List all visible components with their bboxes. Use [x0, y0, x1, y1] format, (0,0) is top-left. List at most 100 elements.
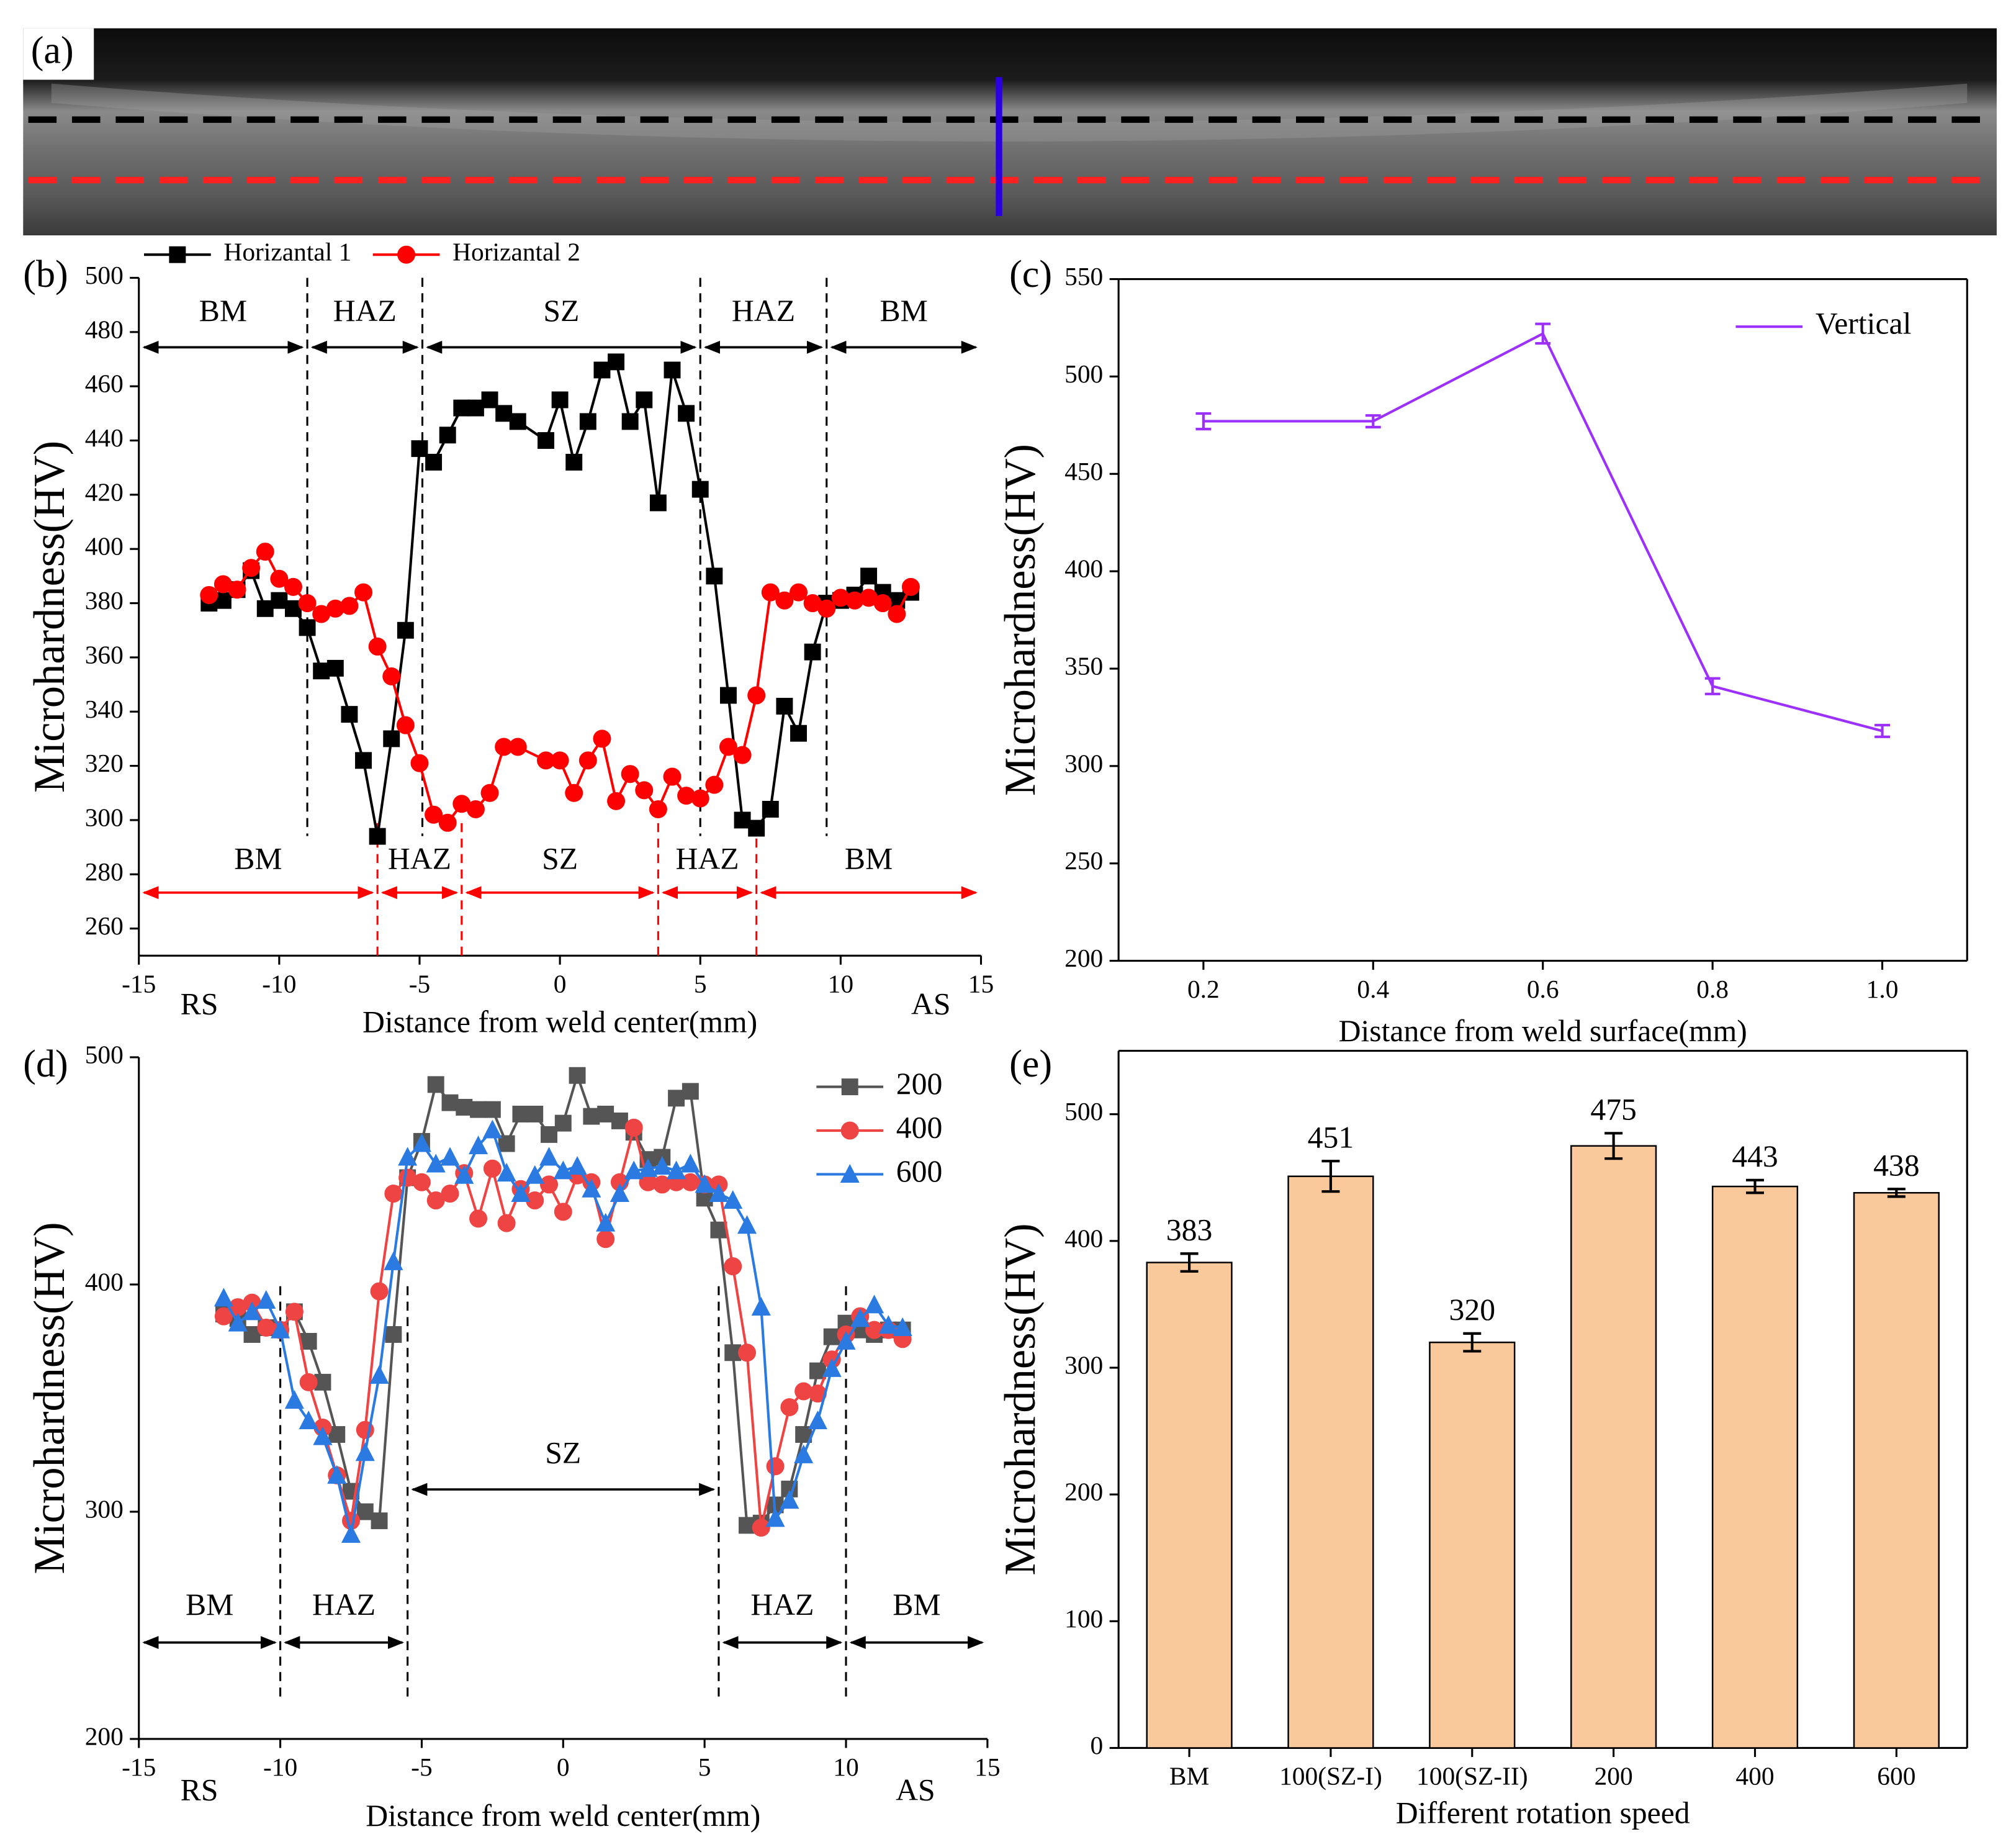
data-point [271, 1319, 290, 1339]
micrograph: (a) [23, 28, 1997, 236]
value-label: 320 [1449, 1293, 1496, 1327]
x-tick-label: 100(SZ-I) [1279, 1762, 1382, 1791]
zone-label: SZ [545, 1436, 581, 1470]
x-tick-label: BM [1169, 1762, 1209, 1791]
y-axis-title: Microhardness(HV) [996, 444, 1045, 796]
data-point [554, 1114, 572, 1132]
data-point [340, 597, 359, 615]
data-point [677, 787, 696, 805]
data-point [761, 583, 780, 602]
data-point [466, 800, 485, 818]
data-point [426, 1154, 446, 1173]
value-label: 438 [1873, 1148, 1920, 1182]
data-point [440, 1147, 460, 1166]
data-point [635, 781, 654, 800]
data-point [398, 1147, 418, 1166]
y-tick-label: 250 [1064, 846, 1103, 875]
data-point [341, 706, 358, 723]
data-point [766, 1457, 785, 1476]
data-point [214, 1288, 233, 1307]
data-point [678, 405, 695, 422]
y-tick-label: 500 [1064, 1097, 1103, 1126]
data-point [794, 1382, 813, 1401]
y-tick-label: 200 [1064, 1478, 1103, 1506]
data-point [538, 432, 554, 449]
data-point [384, 1185, 403, 1203]
zone-label: HAZ [750, 1587, 814, 1622]
label-bg [23, 28, 94, 80]
data-point [583, 1108, 600, 1125]
legend-label: 400 [896, 1110, 943, 1144]
data-point [705, 775, 724, 794]
data-point [512, 1105, 529, 1122]
side-label: AS [896, 1772, 935, 1807]
data-point [860, 567, 878, 585]
y-axis-title: Microhardness(HV) [25, 441, 74, 793]
data-point [752, 1519, 770, 1537]
data-point [836, 1330, 856, 1350]
data-point [369, 828, 386, 845]
data-point [425, 805, 443, 824]
side-label: RS [181, 1772, 218, 1807]
data-point [285, 1303, 304, 1321]
data-point [649, 494, 667, 512]
value-label: 383 [1166, 1213, 1213, 1247]
data-point [893, 1317, 912, 1336]
zone-label: BM [893, 1587, 940, 1622]
data-point [356, 1503, 374, 1520]
zone-label: HAZ [675, 841, 739, 875]
data-point [256, 1290, 276, 1309]
zone-label: SZ [542, 841, 578, 875]
data-point [780, 1490, 799, 1509]
data-point [410, 754, 429, 772]
x-tick-label: 5 [694, 970, 707, 998]
data-point [681, 1173, 700, 1191]
data-point [776, 698, 793, 715]
data-point [765, 1508, 785, 1527]
x-tick-label: 10 [828, 970, 853, 998]
data-point [382, 667, 401, 685]
legend-marker [841, 1078, 858, 1096]
x-tick-label: 0.6 [1527, 975, 1559, 1003]
x-tick-label: 15 [968, 970, 994, 998]
x-tick-label: 0.8 [1696, 975, 1729, 1003]
data-point [653, 1175, 672, 1194]
data-point [483, 1159, 502, 1178]
data-point [724, 1257, 742, 1276]
data-point [452, 795, 471, 813]
y-tick-label: 300 [1064, 1351, 1103, 1380]
x-tick-label: 0 [554, 970, 567, 998]
data-point [831, 589, 850, 607]
data-point [706, 567, 723, 585]
y-tick-label: 440 [85, 423, 124, 452]
data-point [596, 1230, 615, 1249]
data-point [751, 1296, 771, 1316]
data-point [621, 413, 639, 430]
data-point [691, 789, 709, 808]
x-tick-label: -15 [122, 1753, 156, 1781]
data-point [470, 1101, 487, 1118]
data-point [737, 1215, 757, 1234]
y-tick-label: 420 [85, 477, 124, 506]
y-tick-label: 480 [85, 315, 124, 343]
data-point [593, 361, 611, 379]
y-tick-label: 400 [1064, 554, 1103, 583]
x-tick-label: -5 [411, 1753, 433, 1781]
data-point [482, 1119, 502, 1139]
data-point [682, 1083, 699, 1100]
data-point [495, 405, 513, 422]
x-tick-label: 0.2 [1187, 975, 1220, 1003]
y-tick-label: 400 [1064, 1224, 1103, 1252]
data-point [540, 1175, 558, 1194]
data-point [326, 599, 344, 618]
data-point [438, 813, 457, 832]
data-point [804, 643, 821, 661]
x-tick-label: 5 [698, 1753, 711, 1781]
data-point [242, 1301, 262, 1321]
data-point [441, 1094, 459, 1111]
data-point [427, 1076, 444, 1093]
data-point [271, 592, 288, 609]
y-tick-label: 280 [85, 857, 124, 886]
x-tick-label: -5 [409, 970, 431, 998]
data-point [691, 481, 709, 498]
